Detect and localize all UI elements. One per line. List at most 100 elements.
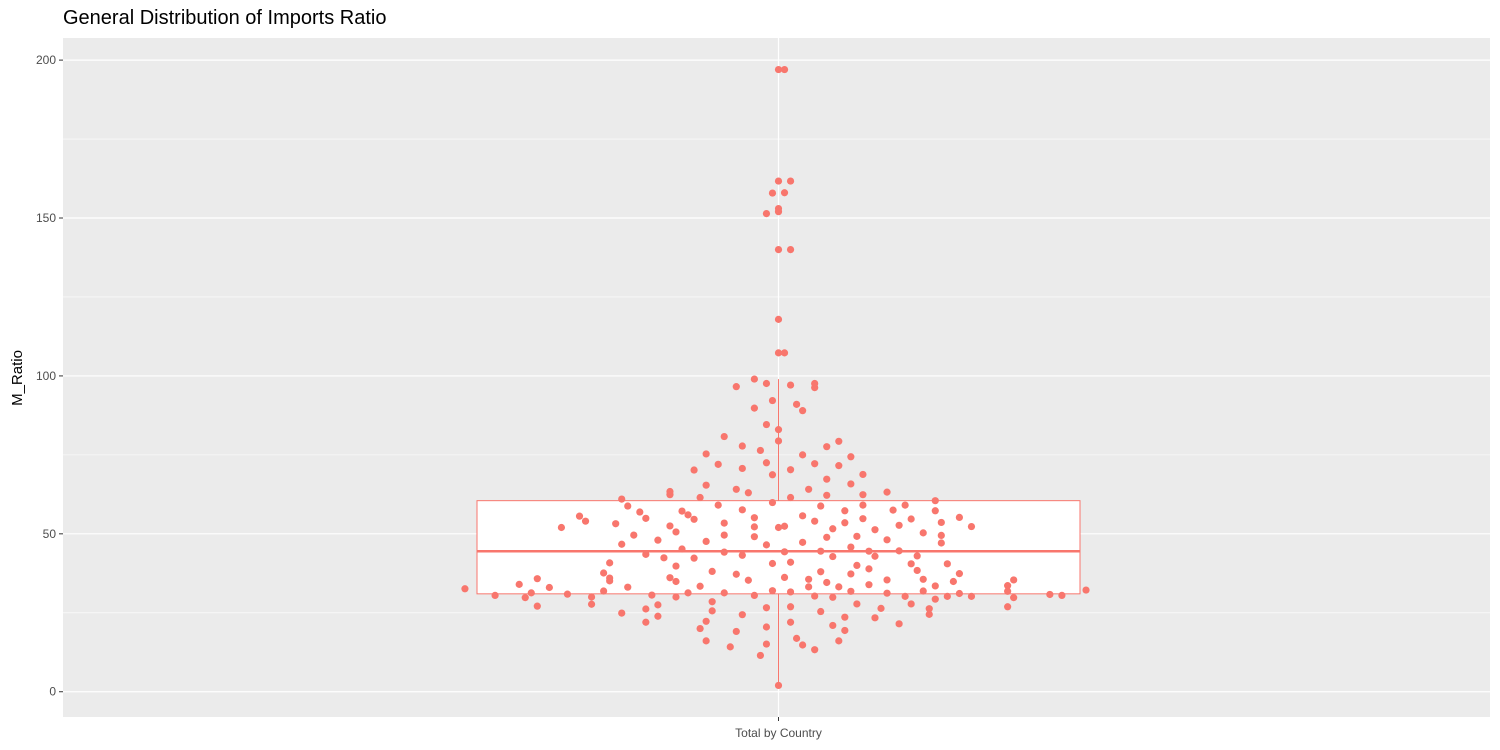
data-point	[756, 446, 765, 455]
data-point	[901, 501, 909, 509]
data-point	[811, 460, 819, 468]
data-point	[684, 589, 692, 597]
data-point	[865, 547, 873, 555]
data-point	[738, 551, 746, 559]
data-point	[835, 437, 843, 445]
data-point	[931, 595, 939, 603]
data-point	[955, 589, 964, 598]
y-tick-label: 100	[36, 369, 56, 383]
data-point	[774, 523, 783, 532]
data-point	[786, 381, 795, 389]
data-point	[786, 603, 795, 611]
data-point	[786, 466, 795, 474]
data-point	[865, 581, 873, 589]
data-point	[841, 626, 849, 635]
data-point	[913, 566, 921, 575]
data-point	[853, 600, 861, 608]
data-point	[738, 506, 746, 514]
data-point	[762, 209, 771, 218]
data-point	[967, 592, 976, 600]
data-point	[732, 485, 740, 493]
data-point	[943, 560, 951, 568]
data-point	[774, 349, 783, 357]
data-point	[786, 588, 795, 596]
data-point	[913, 552, 921, 560]
data-point	[702, 537, 710, 546]
data-point	[563, 590, 572, 598]
data-point	[901, 592, 909, 600]
data-point	[732, 570, 740, 578]
data-point	[792, 634, 801, 642]
data-point	[624, 583, 632, 591]
data-point	[774, 681, 783, 690]
data-point	[774, 204, 783, 213]
data-point	[702, 637, 710, 645]
data-point	[931, 507, 939, 515]
data-point	[720, 432, 728, 441]
data-point	[817, 547, 825, 555]
data-point	[654, 536, 662, 544]
data-point	[799, 407, 807, 415]
data-point	[955, 513, 964, 522]
data-point	[967, 522, 976, 531]
data-point	[859, 501, 867, 509]
data-point	[871, 614, 879, 622]
data-point	[726, 643, 734, 651]
data-point	[672, 562, 680, 570]
data-point	[527, 589, 535, 597]
data-point	[1082, 586, 1090, 594]
data-point	[618, 609, 626, 617]
data-point	[841, 507, 849, 515]
data-point	[720, 548, 728, 556]
data-point	[817, 607, 825, 616]
data-point	[847, 570, 855, 578]
data-point	[666, 522, 674, 530]
axes: 0 50 100 150 200 Total by Country	[36, 53, 822, 740]
data-point	[768, 587, 777, 595]
data-point	[606, 574, 614, 582]
y-tick-label: 150	[36, 211, 56, 225]
data-point	[1010, 576, 1018, 584]
data-point	[786, 618, 795, 626]
data-point	[672, 577, 680, 586]
data-point	[618, 495, 626, 503]
chart-title: General Distribution of Imports Ratio	[63, 7, 387, 29]
data-point	[696, 493, 704, 502]
data-point	[931, 497, 939, 505]
data-point	[666, 574, 674, 582]
data-point	[738, 611, 746, 619]
data-point	[829, 525, 837, 533]
grid-lines	[63, 38, 1490, 717]
data-point	[780, 65, 789, 74]
data-point	[750, 523, 758, 531]
data-point	[895, 620, 903, 628]
data-point	[889, 506, 897, 514]
data-point	[738, 464, 746, 473]
data-point	[780, 349, 789, 357]
data-point	[853, 561, 861, 570]
data-point	[515, 580, 523, 588]
data-point	[732, 383, 740, 391]
data-point	[811, 379, 819, 388]
data-point	[642, 550, 650, 558]
data-point	[883, 488, 891, 496]
data-point	[907, 560, 915, 568]
data-point	[756, 651, 765, 660]
data-point	[648, 591, 656, 599]
data-point	[774, 245, 783, 254]
data-point	[883, 536, 891, 544]
data-point	[461, 585, 469, 593]
data-point	[895, 547, 903, 555]
data-point	[642, 618, 650, 626]
data-point	[780, 189, 789, 197]
data-point	[1004, 587, 1012, 595]
data-point	[714, 460, 722, 468]
data-point	[1058, 591, 1066, 600]
data-point	[744, 489, 752, 497]
data-point	[672, 528, 680, 536]
data-point	[859, 470, 867, 479]
plot-panel	[63, 38, 1490, 717]
data-point	[762, 623, 771, 631]
data-point	[618, 540, 626, 548]
data-point	[762, 604, 771, 612]
